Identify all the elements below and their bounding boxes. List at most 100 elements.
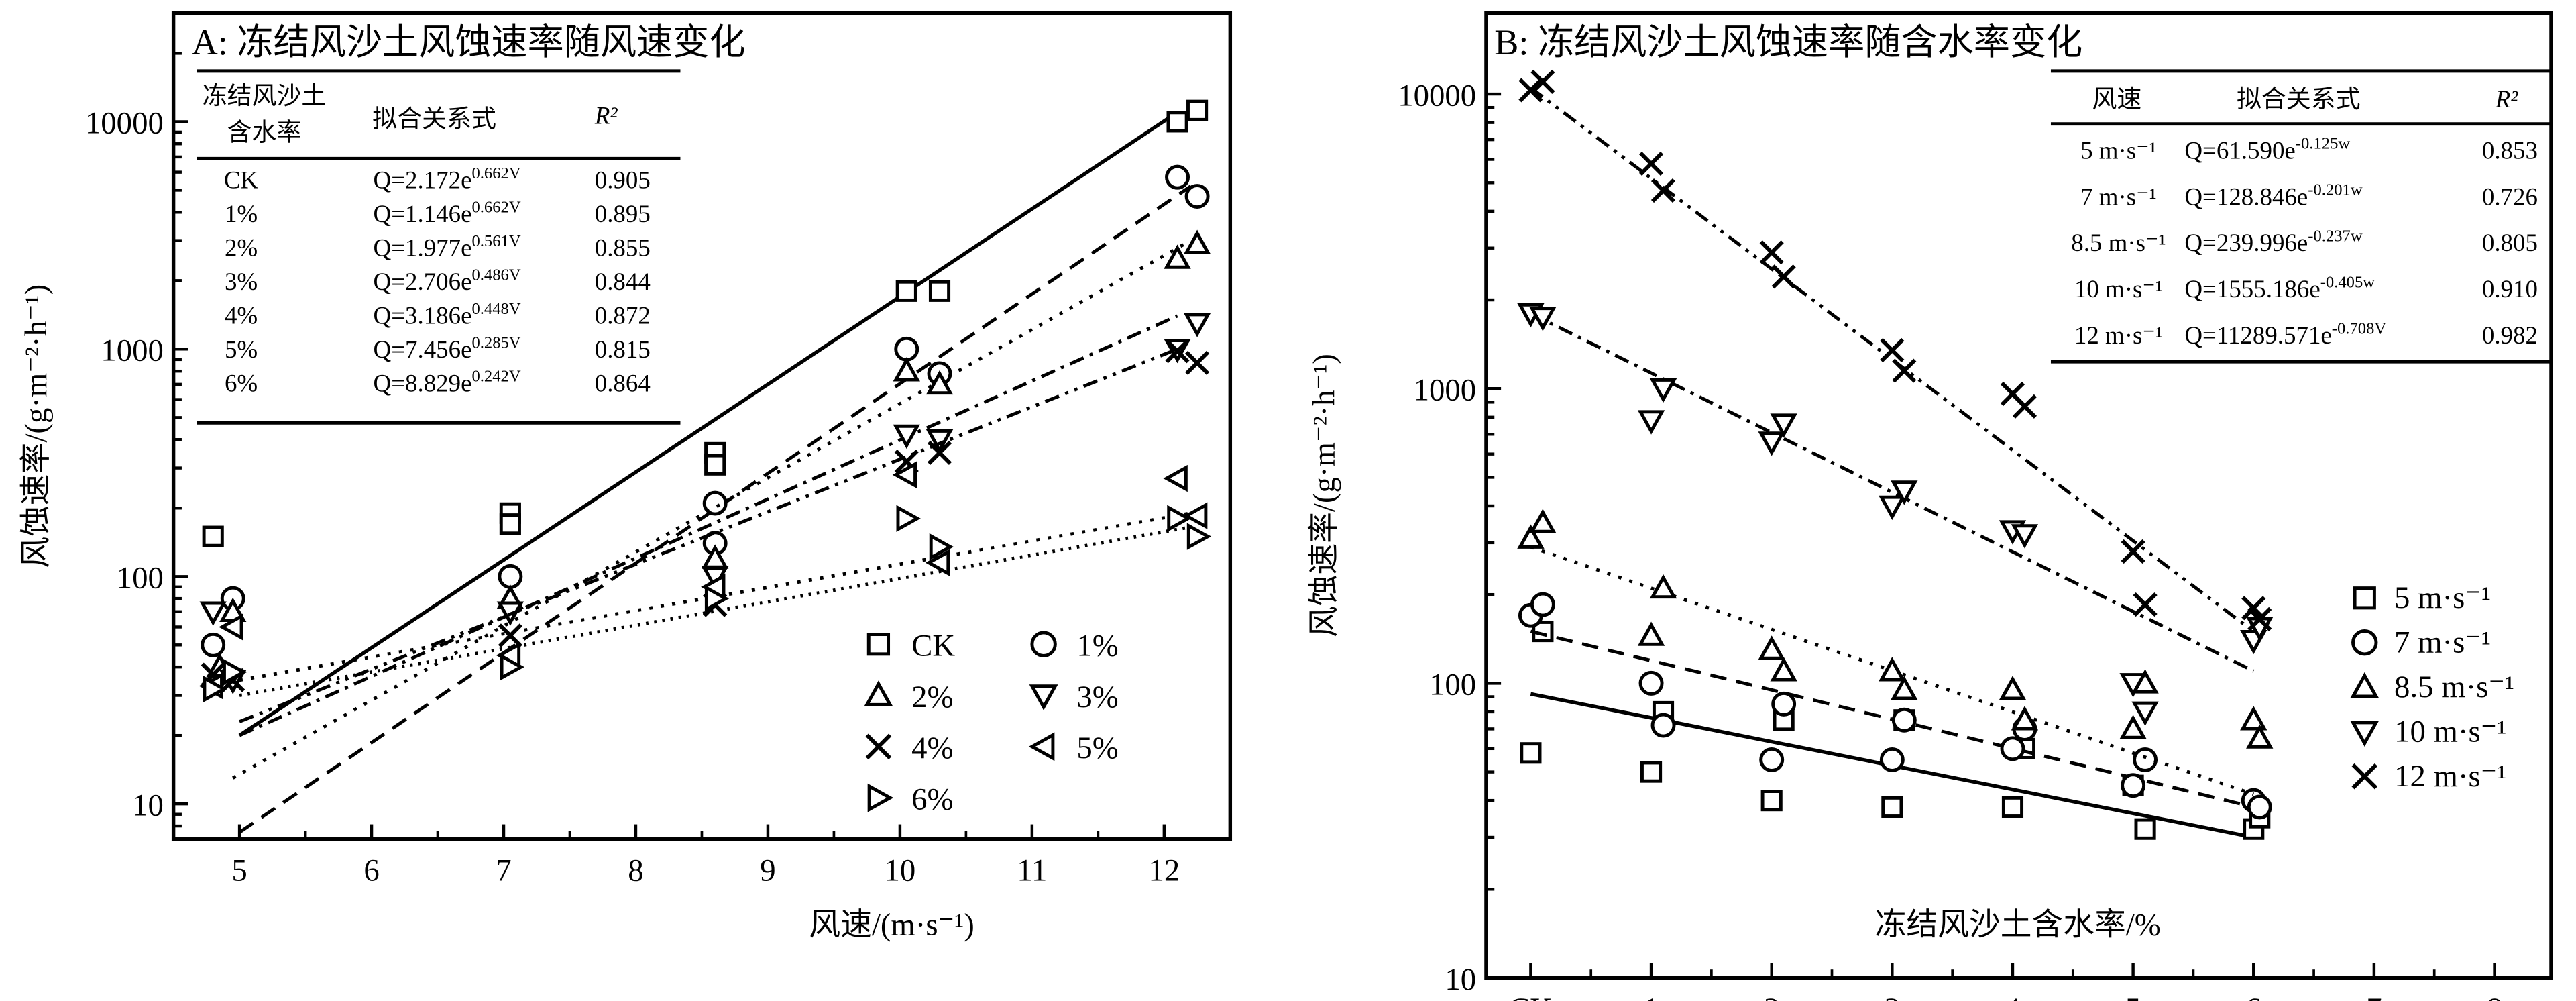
equation-base: Q=11289.571e bbox=[2184, 321, 2331, 349]
marker-triangle-right bbox=[896, 505, 921, 532]
fit-line-CK bbox=[238, 111, 1179, 737]
table-cell-equation: Q=1.977e0.561V bbox=[374, 232, 521, 262]
marker-triangle-right bbox=[1167, 505, 1192, 532]
table-header: 拟合关系式 bbox=[2237, 85, 2361, 113]
marker-triangle-right bbox=[222, 658, 247, 686]
x-tick-label: 5 bbox=[2125, 992, 2141, 1001]
legend-label: 5% bbox=[1076, 731, 1118, 766]
marker-triangle-down bbox=[1529, 307, 1557, 331]
panel-b: B: 冻结风沙土风蚀速率随含水率变化 冻结风沙土含水率/% 风蚀速率/(g·m⁻… bbox=[1306, 11, 2553, 1001]
marker-triangle-left bbox=[1163, 464, 1188, 492]
equation-base: Q=2.172e bbox=[374, 166, 472, 194]
table-cell-group: 10 m·s⁻¹ bbox=[2074, 275, 2163, 303]
marker-triangle-up bbox=[1891, 676, 1918, 700]
marker-triangle-up bbox=[1758, 635, 1785, 660]
table-cell-r2: 0.815 bbox=[595, 335, 651, 363]
marker-x bbox=[1771, 264, 1796, 289]
legend-label: CK bbox=[911, 628, 955, 663]
y-tick-label: 1000 bbox=[1414, 372, 1477, 407]
table-cell-r2: 0.895 bbox=[595, 200, 651, 227]
marker-triangle-up bbox=[1529, 509, 1557, 533]
x-tick-label: 1 bbox=[1643, 992, 1659, 1001]
equation-exponent: 0.486V bbox=[471, 266, 520, 284]
equation-exponent: -0.708V bbox=[2332, 319, 2387, 337]
marker-square bbox=[1186, 99, 1209, 121]
fit-line-1% bbox=[238, 185, 1192, 834]
marker-x bbox=[865, 733, 892, 760]
table-cell-group: 8.5 m·s⁻¹ bbox=[2071, 229, 2166, 256]
equation-exponent: -0.201w bbox=[2308, 181, 2363, 199]
x-tick-label: 6 bbox=[363, 853, 379, 888]
marker-triangle-down bbox=[2131, 701, 2159, 727]
legend-a: CK 1% 2% 3% 4% 5% 6% bbox=[864, 628, 1119, 816]
marker-square bbox=[704, 454, 726, 476]
table-cell-equation: Q=8.829e0.242V bbox=[374, 368, 521, 397]
marker-triangle-up bbox=[864, 680, 893, 706]
marker-triangle-right bbox=[500, 653, 524, 681]
marker-triangle-up bbox=[1183, 229, 1211, 254]
x-tick-label: 2 bbox=[1764, 992, 1779, 1001]
equation-exponent: 0.662V bbox=[471, 198, 520, 216]
y-tick-label: 10000 bbox=[1398, 78, 1476, 113]
y-tick-label: 100 bbox=[1429, 668, 1476, 702]
fit-line-3% bbox=[239, 314, 1178, 737]
x-tick-label: 8 bbox=[2487, 992, 2502, 1001]
marker-triangle-up bbox=[1517, 524, 1545, 549]
table-cell-equation: Q=128.846e-0.201w bbox=[2184, 181, 2362, 211]
chart-b-title: B: 冻结风沙土风蚀速率随含水率变化 bbox=[1494, 22, 2082, 62]
equation-exponent: 0.242V bbox=[471, 368, 520, 386]
table-cell-equation: Q=61.590e-0.125w bbox=[2184, 135, 2350, 164]
x-tick-label: 10 bbox=[885, 853, 916, 888]
marker-x bbox=[927, 440, 952, 465]
table-header: 含水率 bbox=[227, 118, 302, 146]
marker-x bbox=[2012, 394, 2037, 419]
marker-triangle-up bbox=[926, 370, 954, 395]
marker-triangle-right bbox=[704, 584, 730, 613]
equation-base: Q=8.829e bbox=[374, 370, 472, 397]
marker-x bbox=[1880, 337, 1905, 363]
marker-circle bbox=[1030, 631, 1057, 657]
table-cell-equation: Q=1.146e0.662V bbox=[374, 198, 521, 227]
marker-circle bbox=[2133, 747, 2158, 772]
marker-triangle-down bbox=[1029, 684, 1058, 710]
marker-square bbox=[928, 280, 951, 302]
marker-square bbox=[1520, 742, 1542, 764]
x-tick-label: 11 bbox=[1017, 853, 1047, 888]
table-header: 风速 bbox=[2092, 85, 2142, 113]
marker-square bbox=[2134, 818, 2156, 840]
legend-label: 3% bbox=[1076, 680, 1118, 715]
marker-x bbox=[1638, 151, 1664, 176]
y-tick-label: 1000 bbox=[101, 333, 164, 368]
marker-triangle-up bbox=[1770, 657, 1797, 682]
marker-triangle-up bbox=[2246, 724, 2274, 749]
marker-square bbox=[2001, 796, 2024, 818]
marker-square bbox=[895, 280, 917, 302]
x-tick-label: 3 bbox=[1885, 992, 1900, 1001]
legend-label: 10 m·s⁻¹ bbox=[2394, 714, 2506, 749]
equation-exponent: 0.662V bbox=[471, 164, 520, 182]
legend-b: 5 m·s⁻¹ 7 m·s⁻¹ 8.5 m·s⁻¹ 10 m·s⁻¹ 12 m·s⁻¹ bbox=[2350, 580, 2514, 794]
marker-triangle-down bbox=[1770, 413, 1797, 438]
table-header: R² bbox=[2495, 85, 2519, 113]
equation-base: Q=2.706e bbox=[374, 268, 472, 295]
equation-base: Q=3.186e bbox=[374, 302, 472, 329]
x-tick-label: 9 bbox=[760, 853, 775, 888]
x-tick-label: 6 bbox=[2246, 992, 2261, 1001]
equation-base: Q=1.977e bbox=[374, 234, 472, 262]
marker-triangle-down bbox=[1183, 313, 1211, 337]
table-header: R² bbox=[594, 102, 618, 129]
equation-exponent: 0.448V bbox=[471, 300, 520, 318]
table-cell-r2: 0.910 bbox=[2482, 275, 2538, 303]
x-tick-label: 7 bbox=[2366, 992, 2382, 1001]
table-cell-r2: 0.905 bbox=[595, 166, 651, 194]
marker-x bbox=[1165, 339, 1190, 364]
marker-triangle-up bbox=[2011, 706, 2039, 731]
marker-circle bbox=[2121, 773, 2146, 798]
marker-square bbox=[202, 525, 224, 547]
marker-square bbox=[2353, 586, 2376, 610]
equation-base: Q=1.146e bbox=[374, 200, 472, 227]
equation-exponent: -0.125w bbox=[2296, 135, 2351, 153]
table-header: 拟合关系式 bbox=[372, 105, 496, 133]
legend-label: 7 m·s⁻¹ bbox=[2394, 625, 2491, 660]
marker-triangle-up bbox=[2240, 706, 2267, 731]
